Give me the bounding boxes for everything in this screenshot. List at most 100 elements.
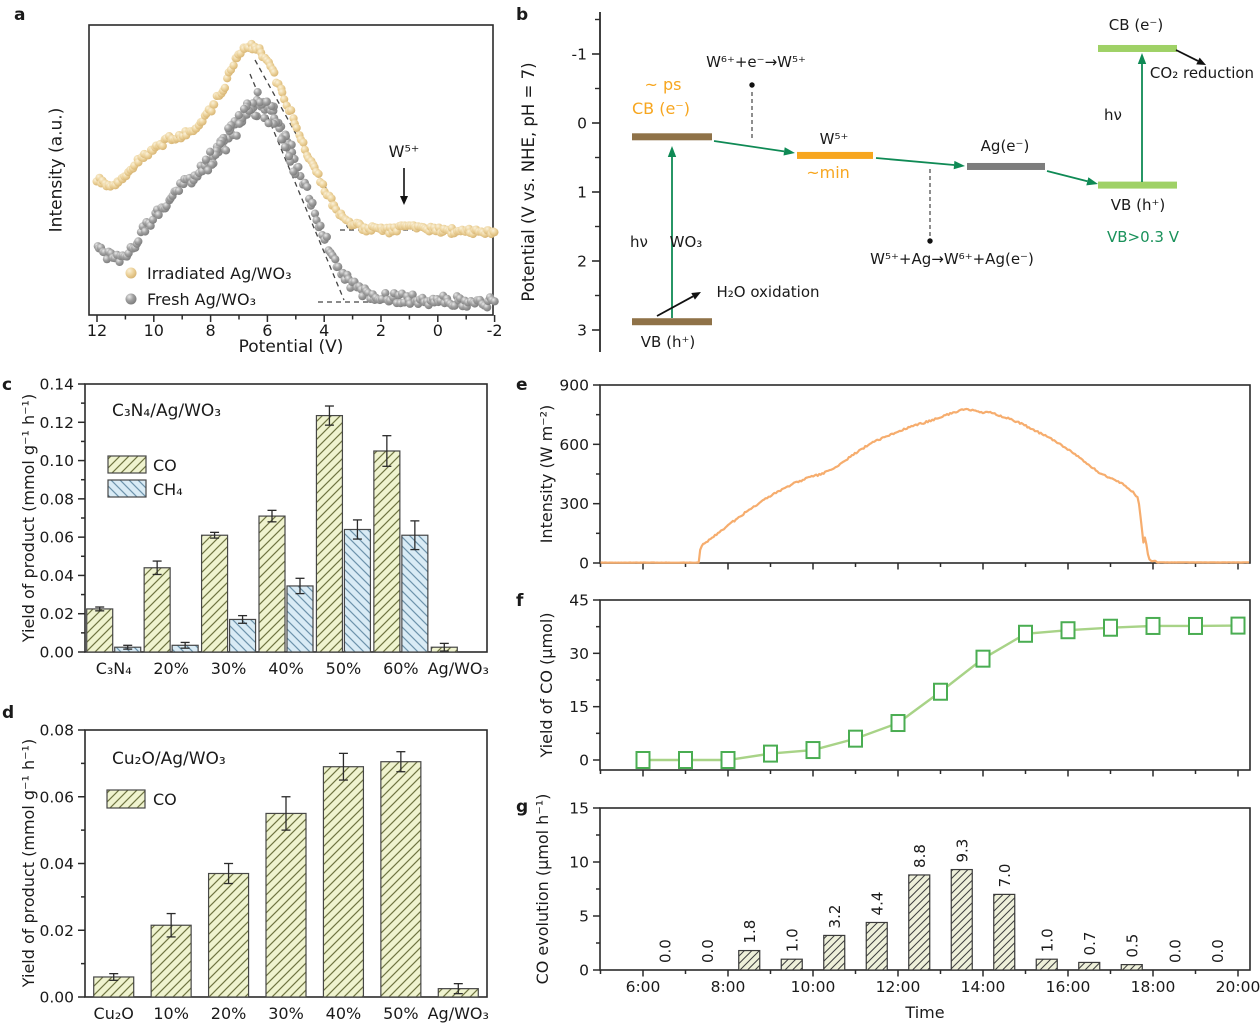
time-tick-label: 14:00	[961, 978, 1006, 996]
scatter-point	[314, 169, 323, 178]
diagram-annotation: H₂O oxidation	[716, 283, 819, 301]
w5-annotation-arrow-head	[400, 196, 408, 205]
bar-value-label: 0.0	[1209, 939, 1227, 963]
bar-CO	[200, 534, 229, 653]
category-label: 20%	[211, 1004, 247, 1023]
diagram-annotation: VB>0.3 V	[1107, 228, 1180, 246]
c-ylabel: Yield of product (mmol g⁻¹ h⁻¹)	[19, 393, 39, 643]
co-evolution-bar	[1078, 961, 1101, 971]
tick-label: 10	[569, 854, 589, 872]
co-yield-marker	[848, 729, 863, 748]
diagram-annotation: hν	[1104, 106, 1122, 124]
category-label: C₃N₄	[96, 659, 132, 678]
d-ylabel: Yield of product (mmol g⁻¹ h⁻¹)	[19, 738, 39, 988]
bar-CO	[207, 872, 250, 998]
panel-letter-f: f	[516, 591, 524, 611]
panel-letter-b: b	[516, 5, 529, 25]
scatter-point	[221, 146, 231, 155]
category-label: 40%	[326, 1004, 362, 1023]
bar-value-label: 0.7	[1081, 932, 1099, 956]
scatter-point	[303, 182, 312, 191]
bar-CO	[143, 567, 171, 653]
diagram-annotation: Ag(e⁻)	[981, 137, 1030, 155]
co-evolution-bar	[993, 893, 1016, 971]
category-label: Ag/WO₃	[428, 659, 489, 678]
tick-label: 0.04	[39, 855, 74, 873]
time-tick-label: 8:00	[711, 978, 746, 996]
tick-label: 0.08	[39, 722, 74, 740]
scatter-point	[284, 152, 294, 161]
legend-swatch-co	[107, 455, 147, 474]
diagram-annotation: CO₂ reduction	[1150, 64, 1254, 82]
co-yield-marker	[805, 741, 821, 760]
tick-label: 10	[144, 321, 164, 340]
tick-label: 0	[579, 555, 589, 573]
a-ylabel: Intensity (a.u.)	[46, 107, 67, 233]
legend-swatch-co	[106, 789, 146, 809]
tick-label: 0.12	[39, 414, 74, 432]
scatter-point	[292, 123, 301, 133]
tick-label: 0	[579, 962, 589, 980]
scatter-point	[174, 186, 184, 195]
energy-level	[797, 151, 873, 159]
tick-label: 0.14	[39, 376, 74, 394]
bar-CO	[86, 608, 114, 653]
reaction-arrow-head	[1196, 57, 1206, 65]
diagram-annotation: VB (h⁺)	[1111, 196, 1165, 214]
plot-frame	[88, 24, 494, 316]
category-label: 10%	[153, 1004, 189, 1023]
tick-label: 5	[579, 908, 589, 926]
co-evolution-bar	[950, 868, 973, 971]
tick-label: 2	[577, 253, 587, 271]
bar-CH₄	[228, 618, 257, 653]
a-legend-label-irradiated: Irradiated Ag/WO₃	[147, 264, 292, 283]
scatter-point	[210, 100, 219, 109]
co-yield-marker	[720, 751, 736, 769]
scatter-point	[331, 255, 340, 264]
scatter-point	[234, 110, 243, 120]
scatter-point	[141, 227, 150, 236]
diagram-annotation: W⁶⁺+e⁻→W⁵⁺	[706, 53, 806, 71]
scatter-point	[318, 180, 328, 189]
bar-CH₄	[286, 585, 314, 653]
tick-label: 0.02	[39, 922, 74, 940]
scatter-point	[322, 232, 331, 242]
scatter-point	[239, 104, 249, 113]
g-xlabel: Time	[905, 1003, 945, 1022]
bar-CO	[315, 414, 344, 653]
co-yield-marker	[1060, 621, 1076, 640]
scatter-point	[381, 289, 390, 298]
scatter-point	[224, 124, 233, 133]
b-ylabel: Potential (V vs. NHE, pH = 7)	[518, 62, 538, 302]
scatter-point	[207, 107, 216, 116]
scatter-point	[235, 119, 244, 128]
co-yield-marker	[635, 751, 651, 769]
tick-label: 0.00	[39, 644, 74, 662]
panel-c-plot: 0.00 0.02 0.04 0.06 0.08 0.10 0.12 0.14 C₃N₄ 20% 3…	[39, 376, 488, 679]
co-evolution-bar	[865, 921, 888, 971]
diagram-annotation: W⁵⁺+Ag→W⁶⁺+Ag(e⁻)	[870, 250, 1034, 268]
reaction-arrow-head	[691, 292, 701, 300]
plot-frame	[599, 384, 1251, 564]
tick-label: 900	[559, 377, 589, 395]
bar-value-label: 3.2	[826, 905, 844, 929]
tick-label: 0.06	[39, 788, 74, 806]
legend-swatch-ch4	[107, 479, 147, 498]
scatter-point	[278, 88, 287, 97]
tick-label: 0.02	[39, 605, 74, 623]
co-yield-marker	[933, 682, 948, 701]
bar-value-label: 0.0	[699, 939, 717, 963]
diagram-annotation: ~min	[806, 163, 850, 182]
tick-label: -2	[487, 321, 503, 340]
f-ylabel: Yield of CO (μmol)	[537, 612, 557, 758]
legend-marker-irradiated	[125, 267, 137, 279]
diagram-annotation: VB (h⁺)	[641, 333, 695, 351]
diagram-annotation: CB (e⁻)	[1109, 16, 1163, 34]
scatter-point	[299, 138, 308, 147]
tick-label: 15	[569, 800, 589, 818]
diagram-annotation: hν	[630, 233, 648, 251]
category-label: Ag/WO₃	[428, 1004, 489, 1023]
tick-label: -1	[572, 46, 587, 64]
time-tick-label: 10:00	[791, 978, 836, 996]
a-legend-label-fresh: Fresh Ag/WO₃	[147, 290, 256, 309]
